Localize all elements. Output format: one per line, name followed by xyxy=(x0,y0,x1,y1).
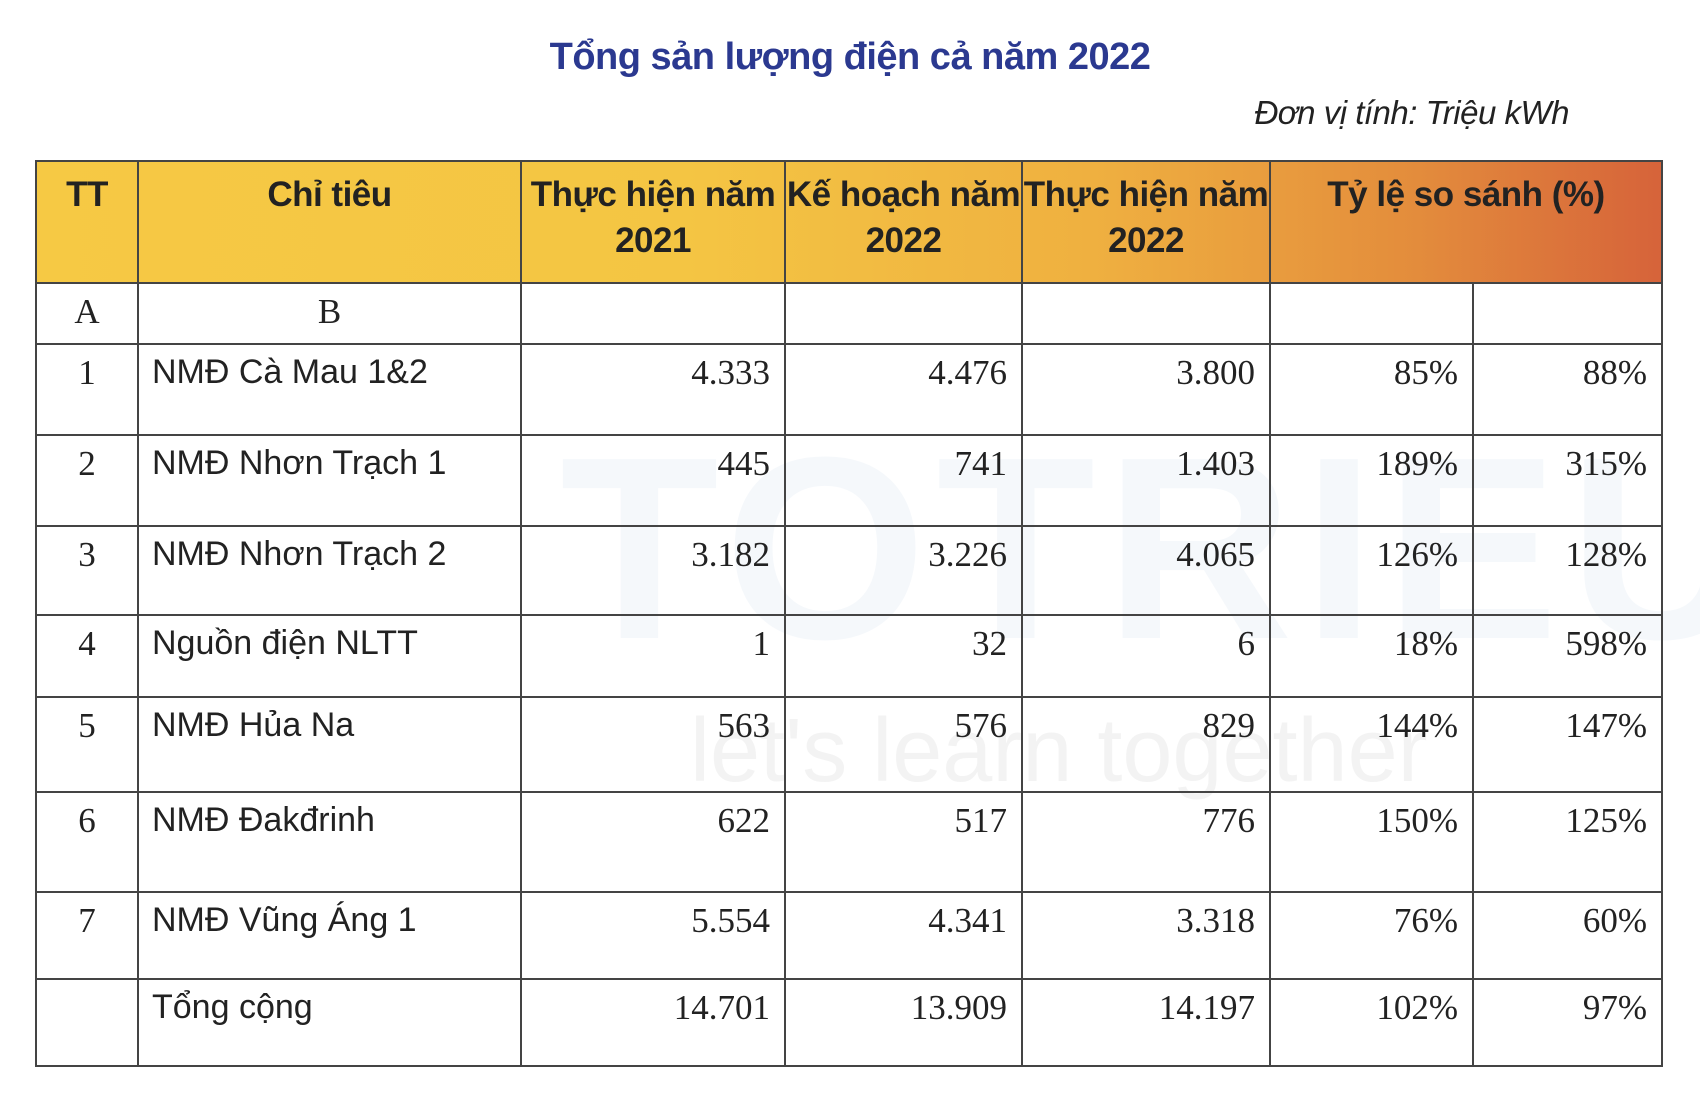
cell-ty-le-th: 189% xyxy=(1269,434,1474,527)
cell-kh-2022: 32 xyxy=(784,614,1023,698)
cell-chi-tieu: Tổng cộng xyxy=(137,978,522,1067)
subheader-b: B xyxy=(137,282,522,345)
cell-chi-tieu: NMĐ Cà Mau 1&2 xyxy=(137,343,522,436)
cell-kh-2022: 4.476 xyxy=(784,343,1023,436)
cell-kh-2022: 517 xyxy=(784,791,1023,893)
header-row: TT Chỉ tiêu Thực hiện năm 2021 Kế hoạch … xyxy=(35,160,1663,284)
cell-th-2021: 5.554 xyxy=(520,891,786,980)
cell-tt: 1 xyxy=(35,343,139,436)
cell-ty-le-kh: 315% xyxy=(1472,434,1663,527)
cell-ty-le-th: 85% xyxy=(1269,343,1474,436)
cell-ty-le-th: 144% xyxy=(1269,696,1474,793)
cell-ty-le-kh: 598% xyxy=(1472,614,1663,698)
table-row: 3 NMĐ Nhơn Trạch 2 3.182 3.226 4.065 126% 128% xyxy=(35,525,1663,616)
cell-ty-le-th: 102% xyxy=(1269,978,1474,1067)
cell-ty-le-th: 76% xyxy=(1269,891,1474,980)
cell-tt: 2 xyxy=(35,434,139,527)
cell-kh-2022: 4.341 xyxy=(784,891,1023,980)
cell-tt: 5 xyxy=(35,696,139,793)
power-output-table: TT Chỉ tiêu Thực hiện năm 2021 Kế hoạch … xyxy=(35,160,1663,1067)
cell-chi-tieu: NMĐ Nhơn Trạch 2 xyxy=(137,525,522,616)
cell-th-2021: 14.701 xyxy=(520,978,786,1067)
subheader-cell xyxy=(1269,282,1474,345)
cell-chi-tieu: Nguồn điện NLTT xyxy=(137,614,522,698)
unit-label: Đơn vị tính: Triệu kWh xyxy=(1254,94,1569,131)
cell-th-2021: 4.333 xyxy=(520,343,786,436)
cell-th-2022: 829 xyxy=(1021,696,1271,793)
cell-ty-le-th: 18% xyxy=(1269,614,1474,698)
header-chi-tieu: Chỉ tiêu xyxy=(137,160,522,284)
cell-ty-le-kh: 128% xyxy=(1472,525,1663,616)
subheader-cell xyxy=(520,282,786,345)
subheader-cell xyxy=(1472,282,1663,345)
table-row: 5 NMĐ Hủa Na 563 576 829 144% 147% xyxy=(35,696,1663,793)
cell-tt: 4 xyxy=(35,614,139,698)
cell-tt xyxy=(35,978,139,1067)
cell-th-2021: 3.182 xyxy=(520,525,786,616)
cell-th-2021: 622 xyxy=(520,791,786,893)
header-ty-le: Tỷ lệ so sánh (%) xyxy=(1269,160,1663,284)
header-tt: TT xyxy=(35,160,139,284)
cell-ty-le-kh: 147% xyxy=(1472,696,1663,793)
cell-kh-2022: 576 xyxy=(784,696,1023,793)
cell-th-2022: 3.800 xyxy=(1021,343,1271,436)
table-row: 4 Nguồn điện NLTT 1 32 6 18% 598% xyxy=(35,614,1663,698)
cell-chi-tieu: NMĐ Hủa Na xyxy=(137,696,522,793)
cell-th-2021: 445 xyxy=(520,434,786,527)
subheader-cell xyxy=(784,282,1023,345)
cell-chi-tieu: NMĐ Đakđrinh xyxy=(137,791,522,893)
subheader-a: A xyxy=(35,282,139,345)
cell-ty-le-kh: 125% xyxy=(1472,791,1663,893)
cell-th-2022: 1.403 xyxy=(1021,434,1271,527)
cell-th-2021: 1 xyxy=(520,614,786,698)
cell-th-2021: 563 xyxy=(520,696,786,793)
table-row: 2 NMĐ Nhơn Trạch 1 445 741 1.403 189% 315% xyxy=(35,434,1663,527)
cell-ty-le-kh: 60% xyxy=(1472,891,1663,980)
cell-tt: 7 xyxy=(35,891,139,980)
table-row: 7 NMĐ Vũng Áng 1 5.554 4.341 3.318 76% 60% xyxy=(35,891,1663,980)
cell-ty-le-th: 126% xyxy=(1269,525,1474,616)
header-th-2022: Thực hiện năm 2022 xyxy=(1021,160,1271,284)
cell-tt: 6 xyxy=(35,791,139,893)
header-th-2021: Thực hiện năm 2021 xyxy=(520,160,786,284)
subheader-cell xyxy=(1021,282,1271,345)
header-kh-2022: Kế hoạch năm 2022 xyxy=(784,160,1023,284)
table-row: 6 NMĐ Đakđrinh 622 517 776 150% 125% xyxy=(35,791,1663,893)
cell-chi-tieu: NMĐ Nhơn Trạch 1 xyxy=(137,434,522,527)
total-row: Tổng cộng 14.701 13.909 14.197 102% 97% xyxy=(35,978,1663,1067)
cell-ty-le-kh: 97% xyxy=(1472,978,1663,1067)
cell-ty-le-th: 150% xyxy=(1269,791,1474,893)
cell-kh-2022: 3.226 xyxy=(784,525,1023,616)
subheader-row: A B xyxy=(35,282,1663,345)
cell-th-2022: 3.318 xyxy=(1021,891,1271,980)
cell-th-2022: 776 xyxy=(1021,791,1271,893)
cell-th-2022: 14.197 xyxy=(1021,978,1271,1067)
cell-tt: 3 xyxy=(35,525,139,616)
cell-chi-tieu: NMĐ Vũng Áng 1 xyxy=(137,891,522,980)
cell-ty-le-kh: 88% xyxy=(1472,343,1663,436)
cell-th-2022: 4.065 xyxy=(1021,525,1271,616)
cell-kh-2022: 13.909 xyxy=(784,978,1023,1067)
cell-th-2022: 6 xyxy=(1021,614,1271,698)
page-title: Tổng sản lượng điện cả năm 2022 xyxy=(549,36,1151,78)
cell-kh-2022: 741 xyxy=(784,434,1023,527)
table-row: 1 NMĐ Cà Mau 1&2 4.333 4.476 3.800 85% 88% xyxy=(35,343,1663,436)
